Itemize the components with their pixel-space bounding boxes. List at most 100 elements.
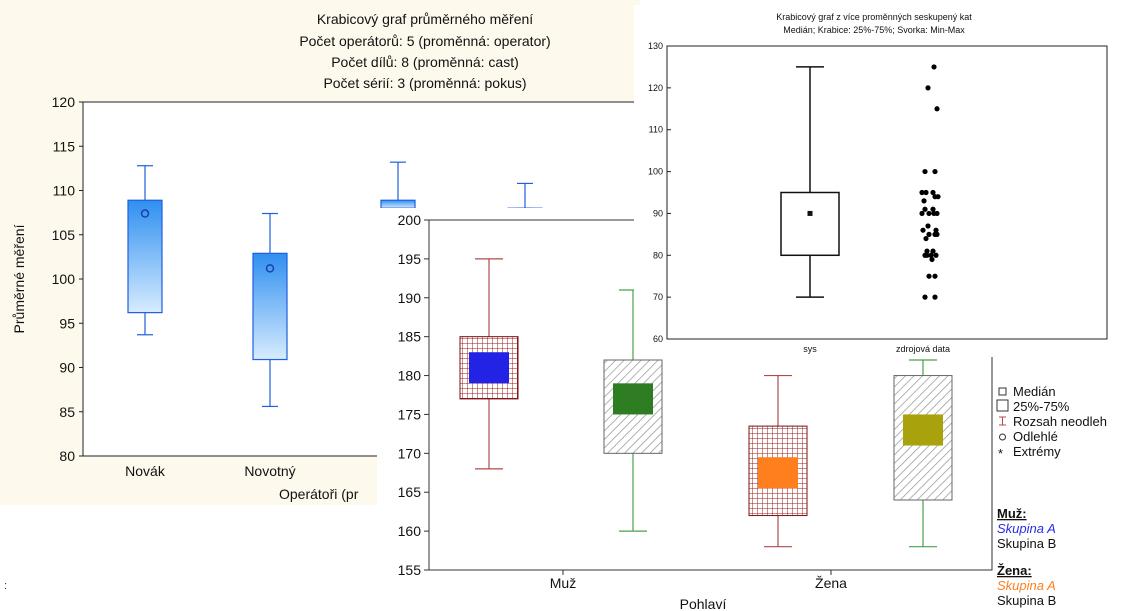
data-point (921, 198, 927, 204)
data-point (924, 252, 930, 258)
legend-entry: Medián (1013, 384, 1056, 399)
y-tick-label: 190 (398, 290, 422, 306)
data-point (933, 252, 939, 258)
chart-title-line: Počet sérií: 3 (proměnná: pokus) (323, 75, 526, 91)
data-point (926, 273, 932, 279)
x-axis-label: Pohlaví (680, 596, 727, 611)
data-point (920, 227, 926, 233)
legend-extreme-icon: * (998, 446, 1003, 461)
y-tick-label: 130 (648, 41, 663, 51)
data-point (923, 189, 929, 196)
data-point (932, 168, 938, 175)
box-iqr (380, 199, 416, 209)
data-point (931, 64, 937, 70)
y-tick-label: 90 (59, 360, 75, 376)
legend-entry: Rozsah neodleh (1013, 414, 1107, 429)
legend-outlier-icon (999, 433, 1006, 441)
median-marker (807, 210, 813, 216)
median-band (758, 457, 798, 489)
y-tick-label: 115 (53, 138, 76, 154)
y-tick-label: 175 (398, 406, 422, 422)
chart3-svg: Krabicový graf z více proměnných seskupe… (648, 12, 1108, 354)
y-tick-label: 100 (52, 271, 76, 287)
data-point (922, 206, 928, 212)
box-iqr (252, 252, 288, 361)
chart-title-line: Medián; Krabice: 25%-75%; Svorka: Min-Ma… (783, 25, 965, 35)
y-tick-label: 200 (398, 212, 422, 228)
legend-median-icon (998, 387, 1007, 396)
corner-mark: : (4, 580, 8, 592)
y-tick-label: 155 (398, 562, 422, 578)
legend-group-item: Skupina B (997, 536, 1056, 551)
data-point (932, 231, 938, 237)
y-tick-label: 195 (398, 251, 422, 267)
data-point (922, 168, 928, 175)
box-iqr (780, 191, 840, 257)
legend-group-title: Muž: (997, 506, 1027, 521)
x-tick-label: zdrojová data (896, 344, 950, 354)
legend-entry: Extrémy (1013, 444, 1061, 459)
data-point (925, 223, 931, 229)
x-tick-label: sys (803, 344, 817, 354)
box-iqr (127, 199, 163, 314)
chart-title-line: Krabicový graf průměrného měření (317, 11, 533, 27)
data-point (930, 189, 936, 196)
x-tick-label: Žena (815, 575, 847, 591)
data-point (933, 227, 939, 233)
data-point (928, 252, 934, 258)
median-band (903, 414, 943, 446)
y-tick-label: 70 (653, 292, 663, 302)
plot-area (666, 45, 1108, 340)
data-point (924, 248, 930, 254)
x-axis-label: Operátoři (pr (279, 486, 359, 502)
legend-group-item: Skupina A (997, 521, 1056, 536)
data-point (925, 85, 931, 91)
y-tick-label: 110 (53, 183, 76, 199)
chart-title-line: Krabicový graf z více proměnných seskupe… (776, 12, 972, 22)
mean-marker (265, 264, 275, 273)
data-point (923, 235, 929, 242)
legend-group-item: Skupina A (997, 578, 1056, 593)
data-point (932, 273, 938, 279)
y-tick-label: 95 (59, 315, 75, 331)
y-tick-label: 185 (398, 329, 422, 345)
chart-title-line: Počet operátorů: 5 (proměnná: operator) (299, 33, 550, 49)
chart-multivariable: Krabicový graf z více proměnných seskupe… (634, 5, 1110, 357)
data-point (922, 294, 928, 300)
data-point (932, 194, 938, 200)
y-tick-label: 160 (398, 523, 422, 539)
legend-range-icon (999, 416, 1006, 426)
data-point (932, 294, 938, 300)
legend-group-item: Skupina B (997, 593, 1056, 608)
y-tick-label: 180 (398, 368, 422, 384)
data-point (930, 206, 936, 212)
y-tick-label: 120 (52, 94, 76, 110)
y-tick-label: 170 (398, 445, 422, 461)
data-point (926, 231, 932, 237)
x-tick-label: Muž (550, 575, 576, 591)
data-point (919, 189, 925, 196)
median-band (613, 383, 653, 415)
data-point (929, 256, 935, 263)
legend-entry: Odlehlé (1013, 429, 1058, 444)
y-tick-label: 60 (653, 334, 663, 344)
y-tick-label: 85 (59, 404, 75, 420)
data-point (934, 106, 940, 112)
y-tick-label: 80 (653, 250, 663, 260)
x-tick-label: Novák (125, 463, 166, 479)
y-tick-label: 80 (59, 448, 75, 464)
median-band (469, 352, 509, 384)
legend-entry: 25%-75% (1013, 399, 1070, 414)
y-tick-label: 120 (648, 83, 663, 93)
data-point (931, 210, 937, 217)
legend-group-title: Žena: (997, 563, 1032, 578)
data-point (930, 248, 936, 254)
y-tick-label: 100 (648, 167, 663, 177)
chart-title-line: Počet dílů: 8 (proměnná: cast) (331, 54, 519, 70)
y-tick-label: 110 (649, 125, 663, 135)
y-tick-label: 165 (398, 484, 422, 500)
data-point (926, 210, 932, 217)
y-tick-label: 90 (653, 208, 663, 218)
x-tick-label: Novotný (244, 463, 295, 479)
chart2-svg: 155 160 165 170 175 180 185 190 195 200 Muž Žena Poh… (398, 212, 1107, 611)
